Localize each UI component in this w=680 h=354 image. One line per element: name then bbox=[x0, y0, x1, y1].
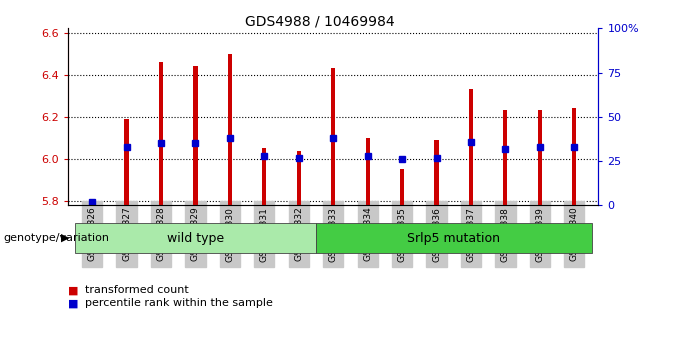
Text: ■: ■ bbox=[68, 285, 78, 295]
Bar bbox=[538, 110, 542, 205]
Bar bbox=[296, 150, 301, 205]
Text: transformed count: transformed count bbox=[85, 285, 189, 295]
Bar bbox=[331, 68, 335, 205]
Bar bbox=[435, 140, 439, 205]
Text: wild type: wild type bbox=[167, 232, 224, 245]
Text: percentile rank within the sample: percentile rank within the sample bbox=[85, 298, 273, 308]
Text: ▶: ▶ bbox=[61, 233, 69, 243]
Bar bbox=[124, 119, 129, 205]
Bar bbox=[228, 53, 232, 205]
Bar bbox=[573, 108, 577, 205]
Bar bbox=[366, 138, 370, 205]
Bar bbox=[262, 148, 267, 205]
Bar bbox=[159, 62, 163, 205]
Text: GDS4988 / 10469984: GDS4988 / 10469984 bbox=[245, 14, 394, 28]
Text: ■: ■ bbox=[68, 298, 78, 308]
Bar bbox=[90, 201, 94, 205]
Bar bbox=[400, 170, 404, 205]
Bar bbox=[193, 66, 197, 205]
Bar bbox=[469, 90, 473, 205]
Text: genotype/variation: genotype/variation bbox=[3, 233, 109, 243]
Text: Srlp5 mutation: Srlp5 mutation bbox=[407, 232, 500, 245]
Bar bbox=[503, 110, 507, 205]
